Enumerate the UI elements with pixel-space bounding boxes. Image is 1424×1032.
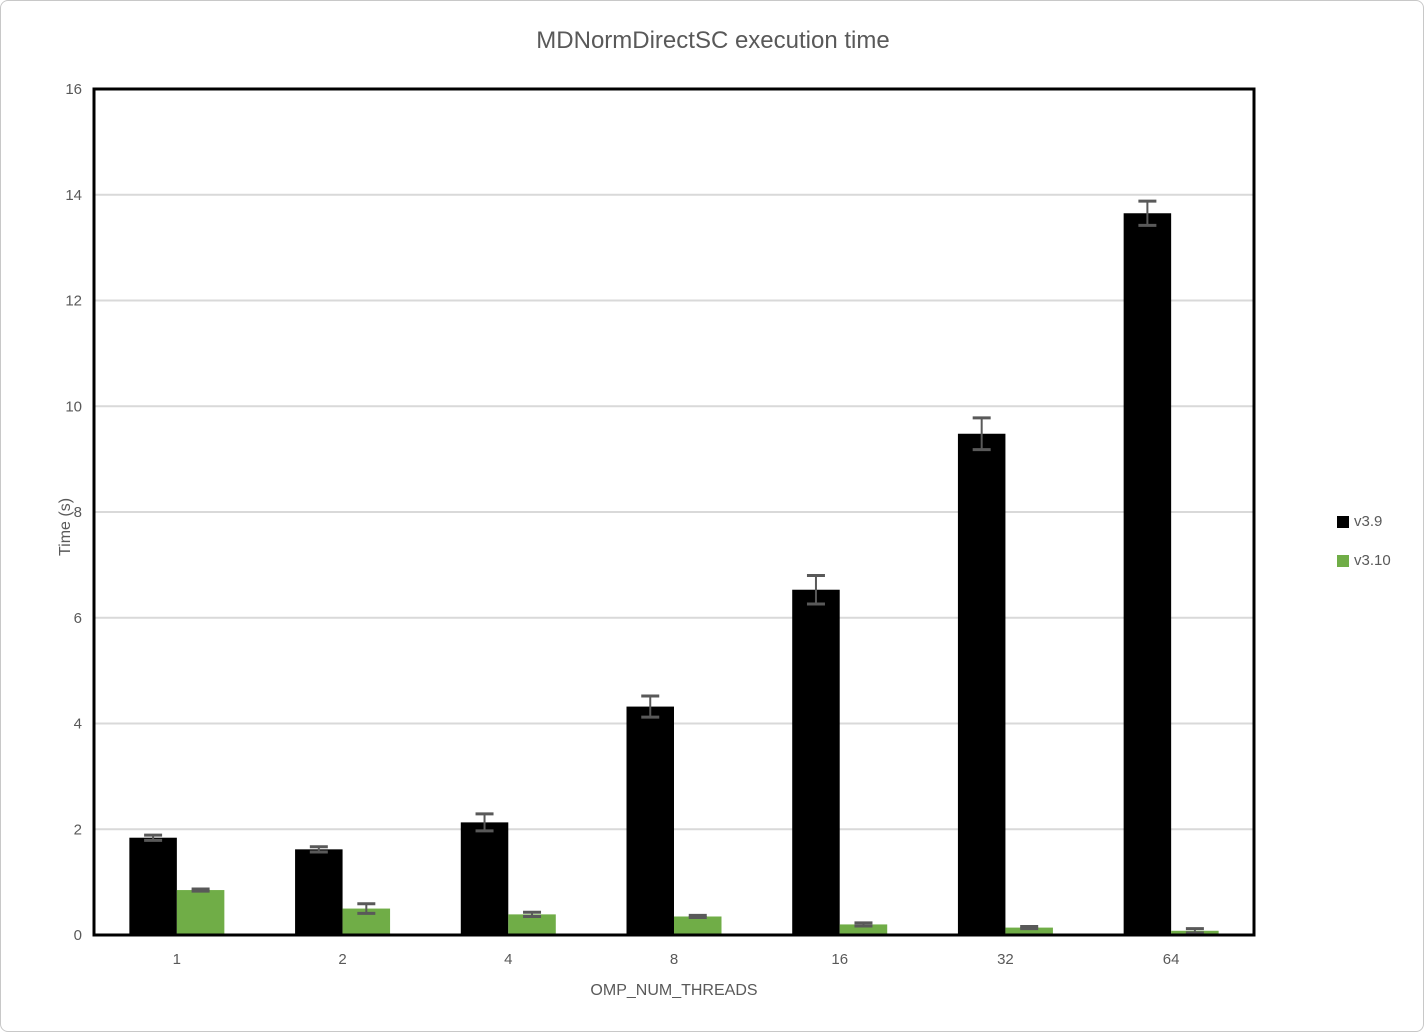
legend-swatch-icon [1337, 515, 1349, 528]
x-axis-title: OMP_NUM_THREADS [590, 982, 758, 999]
legend-item-v3-9: v3.9 [1337, 513, 1391, 530]
legend-swatch-icon [1337, 554, 1349, 567]
bar-v3.9-64 [1123, 213, 1172, 936]
x-tick-label: 64 [1163, 951, 1180, 968]
x-tick-label: 4 [504, 951, 512, 968]
bar-v3.10-4 [508, 914, 556, 935]
y-tick-label: 8 [74, 504, 82, 521]
y-tick-label: 16 [65, 81, 82, 98]
bar-v3.9-1 [129, 837, 177, 935]
bar-v3.10-1 [176, 890, 225, 935]
y-tick-label: 12 [65, 293, 82, 310]
bar-v3.10-32 [1005, 927, 1053, 935]
bar-v3.9-16 [792, 589, 840, 935]
y-tick-label: 10 [65, 398, 82, 415]
y-tick-label: 14 [65, 187, 82, 204]
bar-v3.9-32 [957, 433, 1006, 935]
x-tick-label: 32 [997, 951, 1014, 968]
plot-border [92, 87, 1256, 937]
bar-v3.10-16 [839, 924, 888, 935]
x-tick-label: 16 [831, 951, 848, 968]
legend: v3.9 v3.10 [1337, 513, 1391, 569]
x-tick-label: 1 [173, 951, 181, 968]
bar-v3.9-4 [460, 822, 509, 935]
chart-title: MDNormDirectSC execution time [536, 27, 890, 54]
x-tick-label: 8 [670, 951, 678, 968]
y-tick-label: 6 [74, 610, 82, 627]
y-tick-label: 0 [74, 927, 82, 944]
y-tick-label: 4 [74, 716, 82, 733]
x-tick-label: 2 [338, 951, 346, 968]
bar-v3.10-8 [674, 916, 722, 935]
legend-item-v3-10: v3.10 [1337, 552, 1391, 569]
y-tick-label: 2 [74, 821, 82, 838]
legend-label-v3-10: v3.10 [1354, 552, 1391, 569]
legend-label-v3-9: v3.9 [1354, 513, 1383, 530]
bar-v3.9-8 [626, 706, 674, 935]
bar-v3.9-2 [295, 849, 343, 935]
